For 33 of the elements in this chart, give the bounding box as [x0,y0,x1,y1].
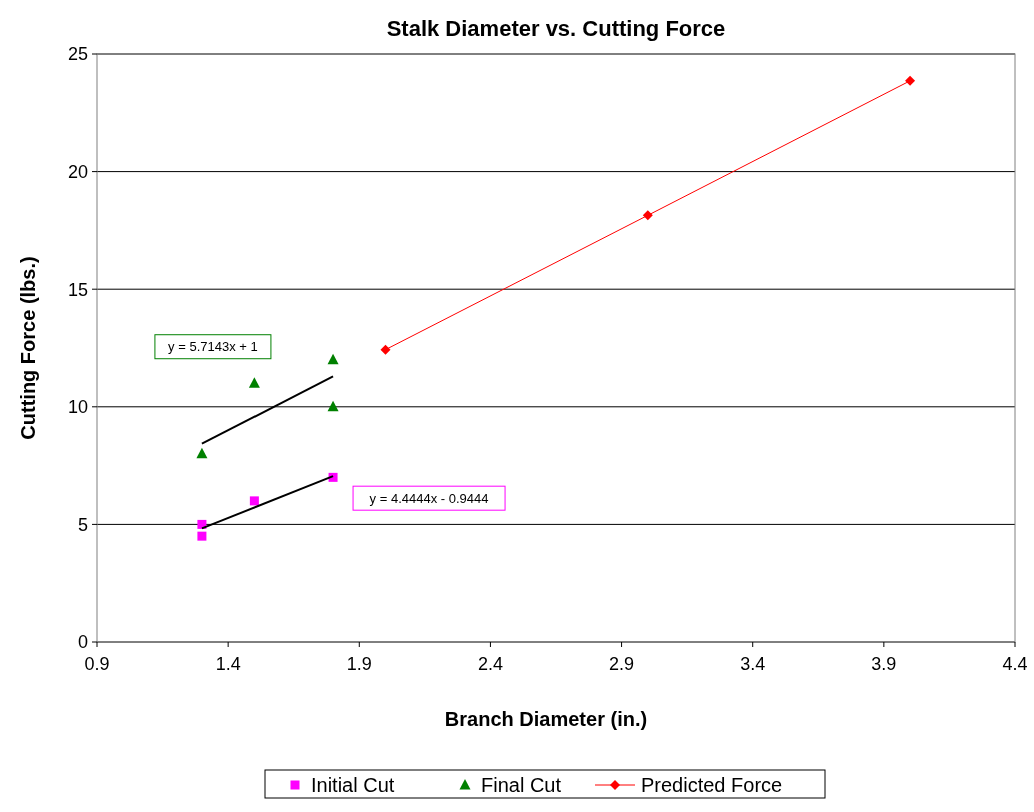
y-tick-label: 0 [77,632,88,653]
point [327,400,339,412]
point [197,519,207,529]
point [249,496,259,506]
x-tick-label: 4.4 [1002,654,1028,674]
point [905,75,916,86]
y-tick-label: 10 [67,397,88,418]
point [196,447,208,459]
y-tick-label: 5 [77,514,88,535]
legend-label: Final Cut [481,774,562,796]
y-tick-label: 15 [67,279,88,300]
y-tick-label: 20 [67,161,88,182]
point [380,344,391,355]
annotation: y = 5.7143x + 1 [168,339,258,355]
x-tick-label: 1.4 [215,654,241,674]
point [197,531,207,541]
chart-title: Stalk Diameter vs. Cutting Force [386,16,726,41]
y-axis-title: Cutting Force (lbs.) [17,256,39,440]
point [642,210,653,221]
x-tick-label: 2.4 [477,654,503,674]
point [328,472,338,482]
point [327,353,339,365]
annotation: y = 4.4444x - 0.9444 [369,490,489,506]
point [248,377,260,388]
x-tick-label: 1.9 [346,654,372,674]
x-tick-label: 3.4 [740,654,766,674]
x-tick-label: 3.9 [871,654,897,674]
x-tick-label: 0.9 [84,654,110,674]
legend-label: Predicted Force [641,774,783,796]
x-axis-title: Branch Diameter (in.) [444,708,648,730]
x-tick-label: 2.9 [609,654,635,674]
legend-label: Initial Cut [311,774,395,796]
y-tick-label: 25 [67,44,88,65]
